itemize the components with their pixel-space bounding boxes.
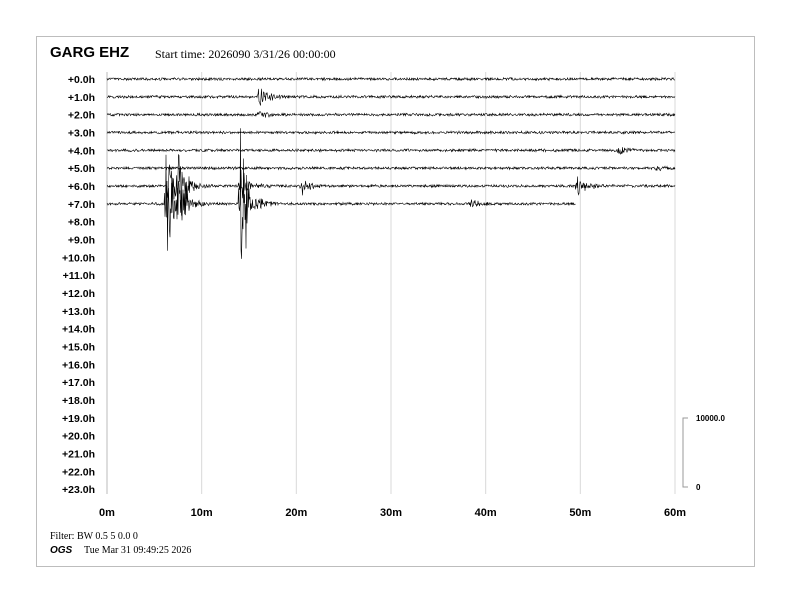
row-label: +12.0h (62, 288, 95, 300)
row-label: +1.0h (68, 92, 95, 104)
generated-timestamp: Tue Mar 31 09:49:25 2026 (84, 545, 192, 556)
row-label: +21.0h (62, 448, 95, 460)
seismic-trace (106, 129, 676, 136)
row-label: +6.0h (68, 181, 95, 193)
start-time: Start time: 2026090 3/31/26 00:00:00 (155, 47, 336, 61)
row-label: +10.0h (62, 252, 95, 264)
x-tick-label: 20m (285, 507, 307, 519)
row-label: +9.0h (68, 234, 95, 246)
scale-bar (682, 417, 688, 488)
x-tick-label: 60m (664, 507, 686, 519)
seismic-trace (106, 88, 676, 106)
seismic-trace (107, 111, 676, 118)
row-label: +5.0h (68, 163, 95, 175)
x-tick-label: 10m (191, 507, 213, 519)
row-label: +7.0h (68, 199, 95, 211)
row-label: +23.0h (62, 484, 95, 496)
row-label: +11.0h (63, 270, 95, 282)
x-tick-label: 30m (380, 507, 402, 519)
row-label: +3.0h (68, 127, 95, 139)
row-label: +0.0h (68, 74, 95, 86)
seismic-trace (107, 147, 676, 155)
seismic-trace (106, 128, 576, 259)
row-label: +13.0h (62, 306, 95, 318)
x-tick-label: 0m (99, 507, 115, 519)
row-label: +8.0h (68, 217, 95, 229)
row-label: +16.0h (62, 359, 95, 371)
scale-top-label: 10000.0 (696, 414, 725, 423)
row-label: +15.0h (62, 341, 95, 353)
row-label: +18.0h (62, 395, 95, 407)
scale-bottom-label: 0 (696, 483, 701, 492)
row-label: +2.0h (68, 110, 95, 122)
org-label: OGS (50, 545, 73, 556)
x-tick-label: 50m (569, 507, 591, 519)
row-label: +20.0h (62, 431, 95, 443)
row-label: +4.0h (68, 145, 95, 157)
row-label: +22.0h (62, 466, 95, 478)
seismic-trace (106, 165, 676, 172)
seismic-trace (106, 76, 676, 82)
plot-frame (36, 36, 755, 567)
row-label: +17.0h (62, 377, 95, 389)
station-title: GARG EHZ (50, 44, 130, 61)
row-label: +19.0h (62, 413, 95, 425)
x-tick-label: 40m (475, 507, 497, 519)
row-label: +14.0h (62, 324, 95, 336)
filter-label: Filter: BW 0.5 5 0.0 0 (50, 531, 138, 542)
seismic-trace (106, 153, 676, 216)
